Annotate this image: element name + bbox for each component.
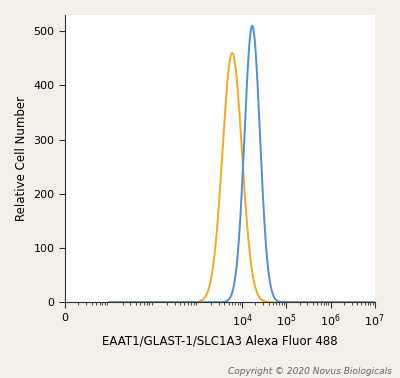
X-axis label: EAAT1/GLAST-1/SLC1A3 Alexa Fluor 488: EAAT1/GLAST-1/SLC1A3 Alexa Fluor 488 xyxy=(102,335,338,348)
Text: Copyright © 2020 Novus Biologicals: Copyright © 2020 Novus Biologicals xyxy=(228,367,392,376)
Y-axis label: Relative Cell Number: Relative Cell Number xyxy=(15,96,28,221)
